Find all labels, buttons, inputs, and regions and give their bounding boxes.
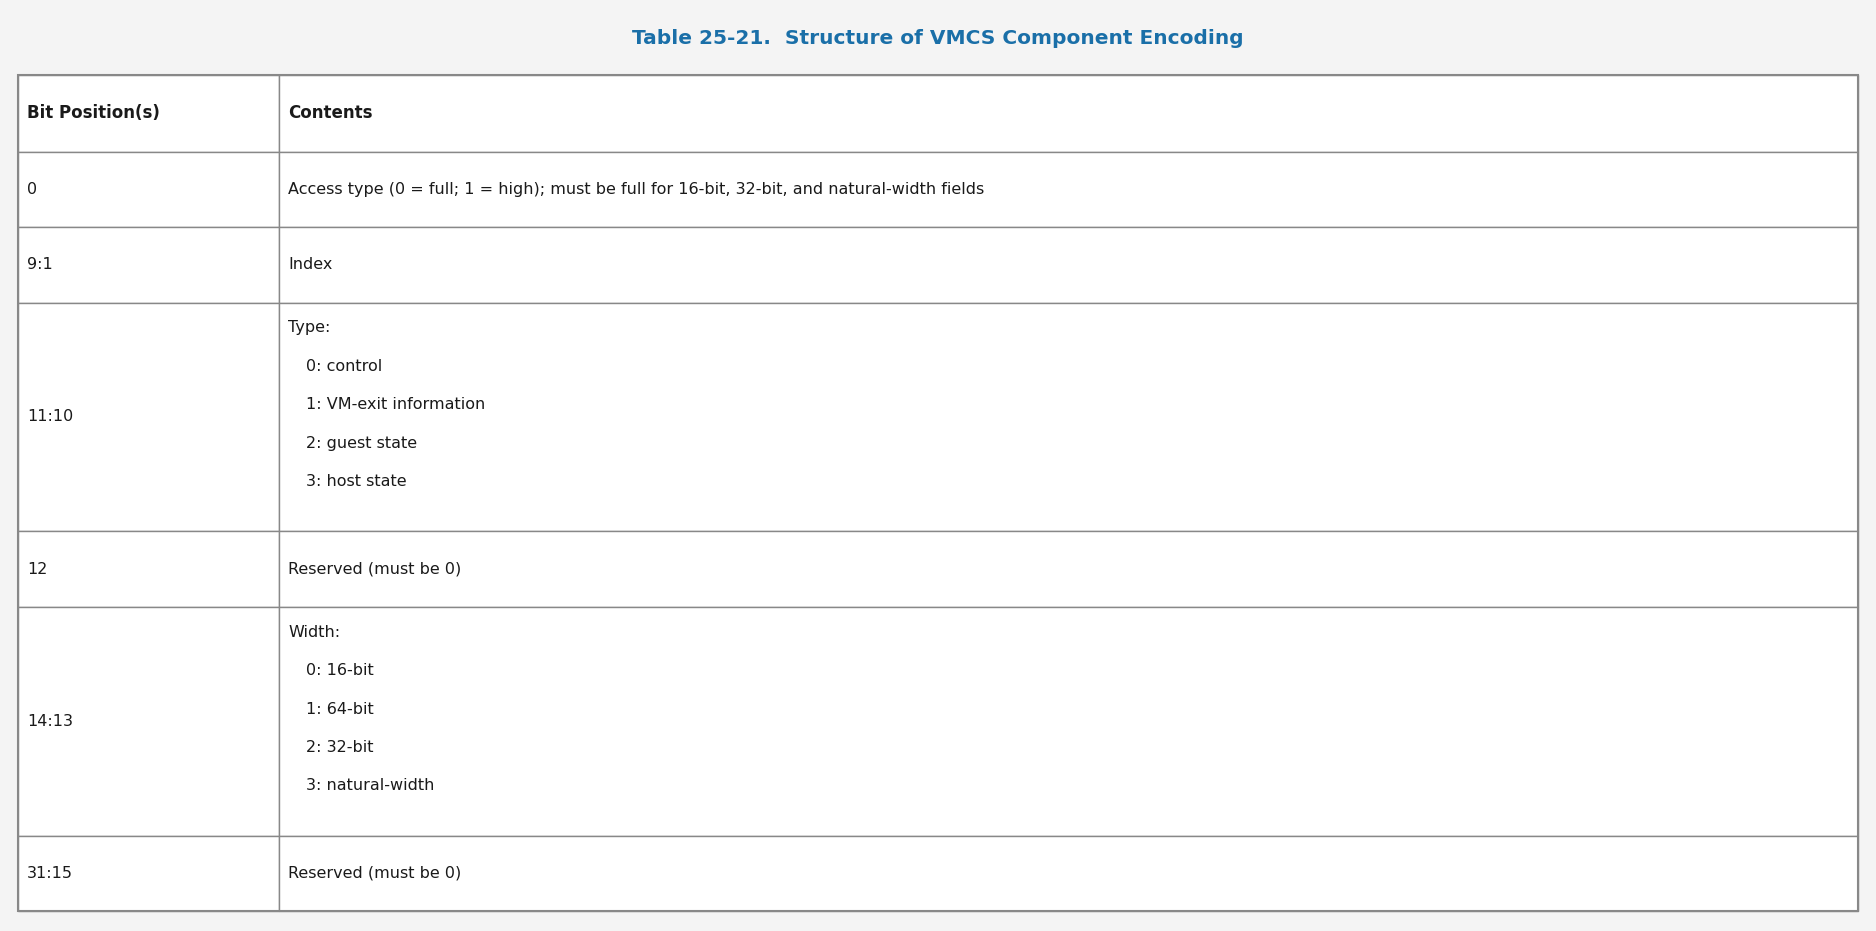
Text: 0: 16-bit: 0: 16-bit [306,663,373,678]
Bar [280,607,1857,836]
Bar [19,152,280,227]
Bar [280,836,1857,911]
Text: Access type (0 = full; 1 = high); must be full for 16-bit, 32-bit, and natural-w: Access type (0 = full; 1 = high); must b… [289,182,985,197]
Text: 1: 64-bit: 1: 64-bit [306,702,373,717]
Text: Width:: Width: [289,625,340,640]
Text: 3: natural-width: 3: natural-width [306,778,435,793]
Text: 31:15: 31:15 [26,866,73,881]
Text: Table 25-21.  Structure of VMCS Component Encoding: Table 25-21. Structure of VMCS Component… [632,29,1244,47]
Text: 3: host state: 3: host state [306,474,407,489]
Text: Contents: Contents [289,104,373,123]
Bar [19,227,280,303]
Text: 11:10: 11:10 [26,410,73,425]
Text: 2: guest state: 2: guest state [306,436,416,451]
Text: Index: Index [289,257,332,273]
Bar [280,75,1857,152]
Bar [280,303,1857,532]
Bar [19,532,280,607]
Text: Reserved (must be 0): Reserved (must be 0) [289,866,461,881]
Bar [280,532,1857,607]
Text: 0: 0 [26,182,38,197]
Bar [19,607,280,836]
Text: Bit Position(s): Bit Position(s) [26,104,159,123]
Text: 1: VM-exit information: 1: VM-exit information [306,398,486,412]
Text: 9:1: 9:1 [26,257,53,273]
Bar [280,227,1857,303]
Bar [280,152,1857,227]
Bar [19,836,280,911]
Bar [19,75,280,152]
Bar [19,75,1857,911]
Bar [19,303,280,532]
Text: 14:13: 14:13 [26,714,73,729]
Text: 2: 32-bit: 2: 32-bit [306,740,373,755]
Text: 12: 12 [26,561,47,576]
Text: Reserved (must be 0): Reserved (must be 0) [289,561,461,576]
Text: Type:: Type: [289,320,330,335]
Text: 0: control: 0: control [306,358,383,374]
